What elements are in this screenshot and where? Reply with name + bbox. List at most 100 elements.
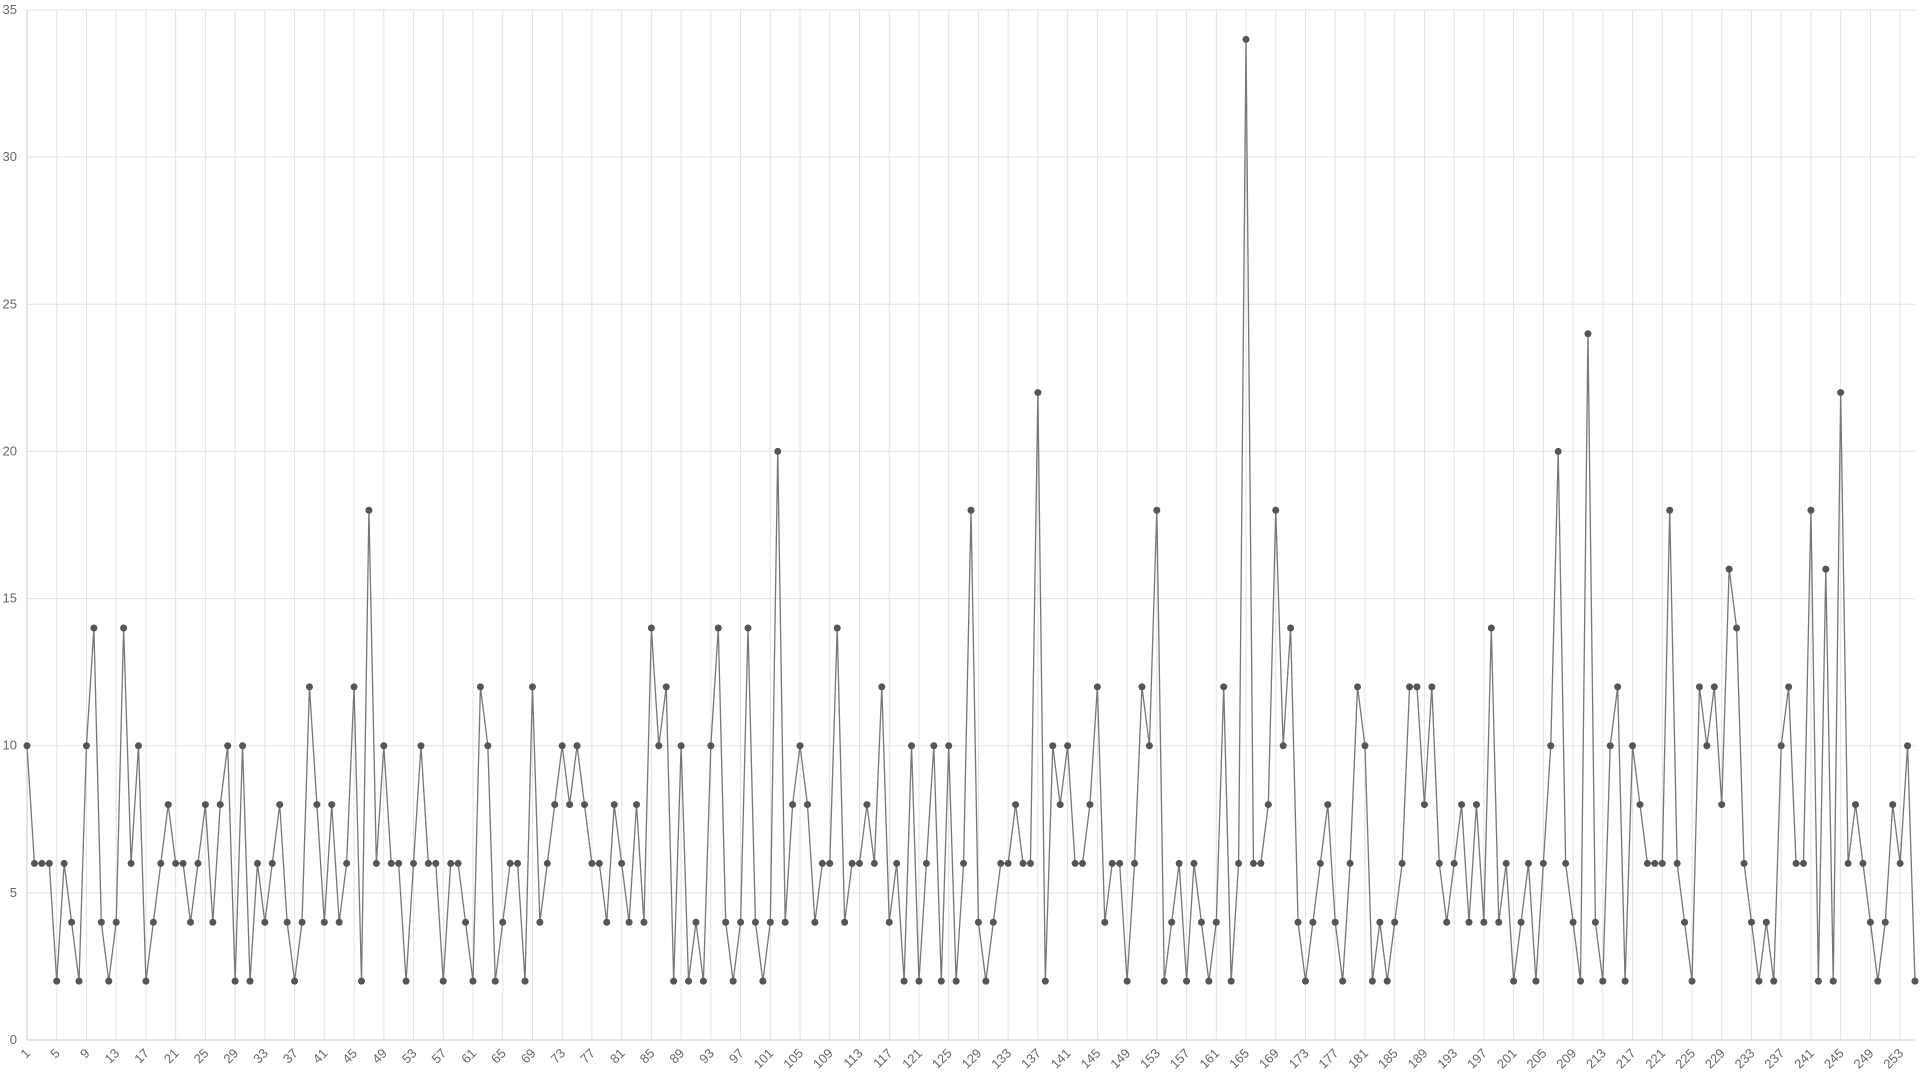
data-point — [1911, 977, 1919, 985]
x-tick-label: 189 — [1405, 1046, 1431, 1072]
data-point — [930, 742, 938, 750]
x-tick-label: 101 — [750, 1046, 776, 1072]
data-point — [588, 859, 596, 867]
x-tick-label: 173 — [1286, 1046, 1312, 1072]
data-point — [833, 624, 841, 632]
data-point — [283, 918, 291, 926]
data-point — [216, 801, 224, 809]
x-tick-label: 97 — [726, 1046, 747, 1067]
data-point — [1264, 801, 1272, 809]
x-tick-label: 81 — [607, 1046, 628, 1067]
data-point — [1145, 742, 1153, 750]
data-point — [1443, 918, 1451, 926]
data-point — [387, 859, 395, 867]
data-point — [1153, 506, 1161, 514]
data-point — [1770, 977, 1778, 985]
x-tick-label: 217 — [1613, 1046, 1639, 1072]
data-point — [1287, 624, 1295, 632]
x-tick-label: 37 — [280, 1046, 301, 1067]
data-point — [469, 977, 477, 985]
data-point — [610, 801, 618, 809]
data-point — [580, 801, 588, 809]
data-point — [1301, 977, 1309, 985]
y-tick-label: 15 — [3, 591, 17, 606]
data-point — [692, 918, 700, 926]
data-point — [357, 977, 365, 985]
data-point — [1747, 918, 1755, 926]
x-tick-label: 157 — [1167, 1046, 1193, 1072]
data-point — [647, 624, 655, 632]
data-point — [1331, 918, 1339, 926]
data-point — [1458, 801, 1466, 809]
y-tick-label: 20 — [3, 443, 17, 458]
data-point — [201, 801, 209, 809]
y-tick-label: 35 — [3, 2, 17, 17]
data-point — [68, 918, 76, 926]
x-tick-label: 33 — [250, 1046, 271, 1067]
x-tick-label: 129 — [959, 1046, 985, 1072]
data-point — [521, 977, 529, 985]
data-point — [818, 859, 826, 867]
data-point — [484, 742, 492, 750]
data-point — [1569, 918, 1577, 926]
x-tick-label: 221 — [1642, 1046, 1668, 1072]
data-point — [1495, 918, 1503, 926]
data-point — [506, 859, 514, 867]
data-point — [239, 742, 247, 750]
x-tick-label: 93 — [696, 1046, 717, 1067]
data-point — [1227, 977, 1235, 985]
x-tick-label: 49 — [369, 1046, 390, 1067]
data-point — [410, 859, 418, 867]
data-point — [1829, 977, 1837, 985]
x-tick-label: 181 — [1345, 1046, 1371, 1072]
data-point — [744, 624, 752, 632]
data-point — [737, 918, 745, 926]
data-point — [1175, 859, 1183, 867]
data-point — [982, 977, 990, 985]
data-point — [1852, 801, 1860, 809]
data-point — [90, 624, 98, 632]
data-point — [1339, 977, 1347, 985]
data-point — [1212, 918, 1220, 926]
data-point — [997, 859, 1005, 867]
data-point — [751, 918, 759, 926]
data-point — [655, 742, 663, 750]
data-point — [97, 918, 105, 926]
data-point — [1703, 742, 1711, 750]
data-point — [1160, 977, 1168, 985]
data-point — [350, 683, 358, 691]
data-point — [1807, 506, 1815, 514]
x-tick-label: 89 — [666, 1046, 687, 1067]
data-point — [1324, 801, 1332, 809]
x-tick-label: 241 — [1791, 1046, 1817, 1072]
data-point — [699, 977, 707, 985]
data-point — [82, 742, 90, 750]
data-point — [915, 977, 923, 985]
data-point — [1643, 859, 1651, 867]
data-point — [1629, 742, 1637, 750]
data-point — [1183, 977, 1191, 985]
data-point — [313, 801, 321, 809]
data-point — [276, 801, 284, 809]
data-point — [1272, 506, 1280, 514]
data-point — [53, 977, 61, 985]
data-point — [1235, 859, 1243, 867]
data-point — [633, 801, 641, 809]
data-point — [514, 859, 522, 867]
data-point — [1487, 624, 1495, 632]
data-point — [789, 801, 797, 809]
x-tick-label: 145 — [1078, 1046, 1104, 1072]
x-tick-label: 41 — [310, 1046, 331, 1067]
data-point — [491, 977, 499, 985]
x-tick-label: 233 — [1732, 1046, 1758, 1072]
x-tick-label: 201 — [1494, 1046, 1520, 1072]
data-point — [543, 859, 551, 867]
x-tick-label: 253 — [1880, 1046, 1906, 1072]
data-point — [127, 859, 135, 867]
data-point — [1071, 859, 1079, 867]
data-point — [1896, 859, 1904, 867]
data-point — [1197, 918, 1205, 926]
data-point — [105, 977, 113, 985]
data-point — [60, 859, 68, 867]
data-point — [1354, 683, 1362, 691]
